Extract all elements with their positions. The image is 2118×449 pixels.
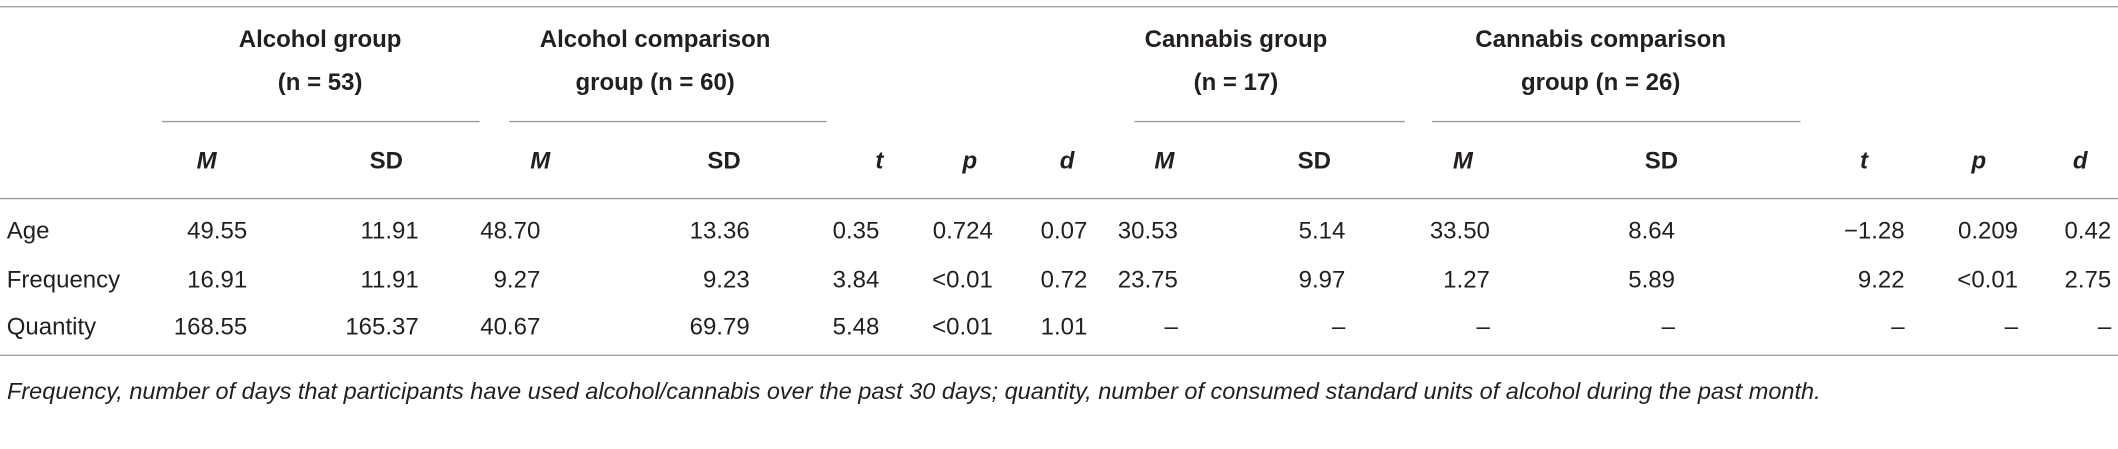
cell: – bbox=[2098, 314, 2112, 341]
cell: – bbox=[1165, 314, 1179, 341]
row-label: Quantity bbox=[7, 314, 96, 341]
cell: 5.14 bbox=[1299, 218, 1346, 245]
column-header: d bbox=[2073, 147, 2089, 174]
cell: 168.55 bbox=[174, 314, 247, 341]
table: Alcohol group (n = 53) Alcohol comparison g… bbox=[0, 6, 2118, 356]
column-header: p bbox=[1971, 147, 1987, 174]
column-header: d bbox=[1060, 147, 1076, 174]
cell: 48.70 bbox=[480, 218, 540, 245]
cell: <0.01 bbox=[1957, 266, 2018, 293]
cell: 49.55 bbox=[187, 218, 247, 245]
cell: 5.89 bbox=[1628, 266, 1675, 293]
cell: 1.01 bbox=[1041, 314, 1088, 341]
cell: 23.75 bbox=[1118, 266, 1178, 293]
column-header: M bbox=[530, 147, 551, 174]
cell: 0.35 bbox=[833, 218, 880, 245]
cell: 9.97 bbox=[1299, 266, 1346, 293]
group-title: Alcohol group bbox=[239, 26, 402, 53]
row-label: Age bbox=[7, 218, 50, 245]
cell: 165.37 bbox=[345, 314, 418, 341]
column-header: M bbox=[1453, 147, 1474, 174]
cell: – bbox=[2005, 314, 2019, 341]
column-header: p bbox=[962, 147, 978, 174]
group-n: group (n = 60) bbox=[575, 69, 734, 96]
column-header: SD bbox=[370, 147, 403, 174]
group-title: Alcohol comparison bbox=[540, 26, 771, 53]
cell: 11.91 bbox=[360, 266, 418, 293]
cell: – bbox=[1477, 314, 1491, 341]
cell: 2.75 bbox=[2065, 266, 2112, 293]
group-n: group (n = 26) bbox=[1521, 69, 1680, 96]
column-header: SD bbox=[1298, 147, 1331, 174]
cell: 0.42 bbox=[2065, 218, 2112, 245]
cell: 40.67 bbox=[480, 314, 540, 341]
cell: 9.22 bbox=[1858, 266, 1905, 293]
column-header: t bbox=[875, 147, 884, 174]
group-n: (n = 53) bbox=[278, 69, 363, 96]
cell: <0.01 bbox=[932, 314, 993, 341]
group-n: (n = 17) bbox=[1194, 69, 1279, 96]
column-header: M bbox=[1154, 147, 1175, 174]
cell: 9.23 bbox=[703, 266, 750, 293]
column-header: SD bbox=[707, 147, 740, 174]
cell: 8.64 bbox=[1628, 218, 1675, 245]
group-title: Cannabis group bbox=[1145, 26, 1328, 53]
column-header: M bbox=[197, 147, 218, 174]
cell: 0.07 bbox=[1041, 218, 1088, 245]
column-header: t bbox=[1860, 147, 1869, 174]
cell: 9.27 bbox=[494, 266, 541, 293]
cell: 11.91 bbox=[360, 218, 418, 245]
row-label: Frequency bbox=[7, 266, 120, 293]
cell: −1.28 bbox=[1844, 218, 1905, 245]
cell: 0.209 bbox=[1958, 218, 2018, 245]
footnote: Frequency, number of days that participa… bbox=[7, 378, 1821, 404]
group-title: Cannabis comparison bbox=[1475, 26, 1726, 53]
cell: 0.724 bbox=[933, 218, 993, 245]
cell: 0.72 bbox=[1041, 266, 1088, 293]
cell: 69.79 bbox=[690, 314, 750, 341]
cell: 30.53 bbox=[1118, 218, 1178, 245]
cell: <0.01 bbox=[932, 266, 993, 293]
cell: 33.50 bbox=[1430, 218, 1490, 245]
column-header: SD bbox=[1645, 147, 1678, 174]
cell: 1.27 bbox=[1443, 266, 1490, 293]
cell: 13.36 bbox=[690, 218, 750, 245]
cell: – bbox=[1891, 314, 1905, 341]
cell: – bbox=[1332, 314, 1346, 341]
cell: – bbox=[1662, 314, 1676, 341]
cell: 16.91 bbox=[187, 266, 247, 293]
cell: 5.48 bbox=[833, 314, 880, 341]
cell: 3.84 bbox=[833, 266, 880, 293]
